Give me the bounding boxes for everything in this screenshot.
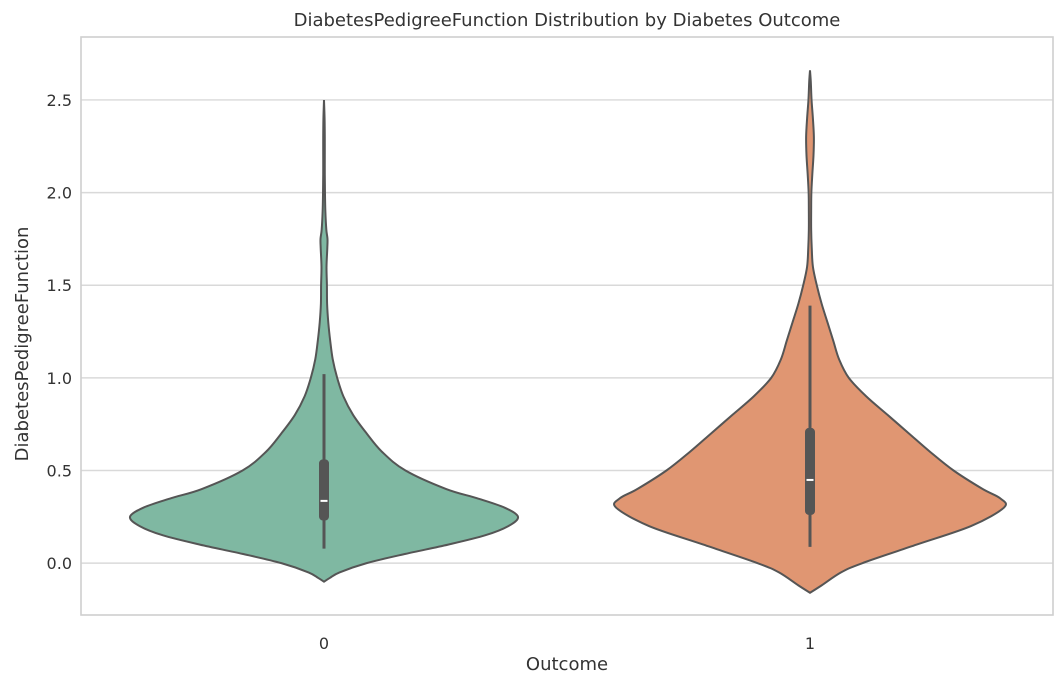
y-axis-label: DiabetesPedigreeFunction: [12, 227, 33, 462]
violin-0: [128, 99, 520, 583]
violin-group-0: [128, 99, 520, 583]
y-tick-label: 2.5: [47, 91, 72, 110]
x-axis-label: Outcome: [526, 654, 608, 675]
y-tick-label: 1.0: [47, 369, 72, 388]
x-tick-label: 1: [805, 634, 815, 653]
y-tick-label: 0.5: [47, 462, 72, 481]
y-tick-labels: 0.0 0.5 1.0 1.5 2.0 2.5: [47, 91, 72, 573]
violins: [128, 70, 1007, 594]
y-tick-label: 0.0: [47, 554, 72, 573]
iqr-box-0: [319, 459, 329, 521]
chart-title: DiabetesPedigreeFunction Distribution by…: [294, 10, 841, 31]
violin-group-1: [613, 70, 1007, 594]
plot-frame: [80, 36, 1054, 616]
y-tick-label: 1.5: [47, 276, 72, 295]
iqr-box-1: [805, 427, 815, 515]
x-tick-label: 0: [319, 634, 329, 653]
y-tick-label: 2.0: [47, 184, 72, 203]
